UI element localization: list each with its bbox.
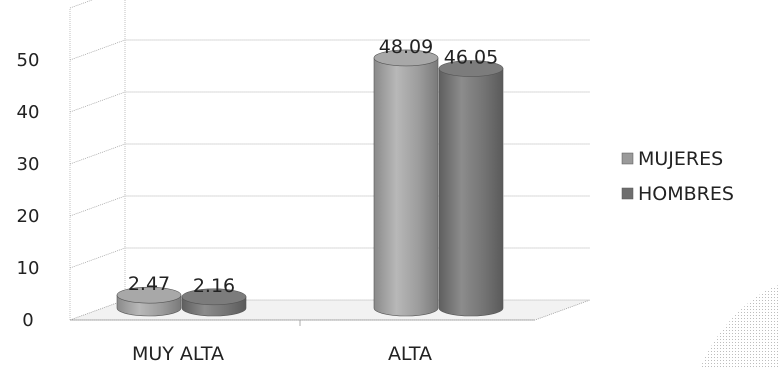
y-tick-label: 40: [17, 102, 40, 123]
bar-top: [116, 286, 182, 304]
data-label: 2.16: [193, 275, 235, 297]
bars: [116, 49, 504, 317]
gridline: [69, 143, 590, 165]
data-labels: 2.47 2.16 48.09 46.05: [128, 36, 498, 297]
data-label: 46.05: [444, 47, 498, 69]
y-tick-label: 30: [17, 154, 40, 175]
x-category-label: ALTA: [388, 343, 432, 365]
y-axis-tick-labels: 0 10 20 30 40 50: [17, 50, 40, 331]
bar-alta-hombres: [438, 60, 504, 317]
legend-label: HOMBRES: [638, 183, 734, 205]
bar-body: [373, 57, 439, 317]
gridlines: [69, 0, 590, 320]
bar-muy-alta-hombres: [181, 288, 247, 317]
gridline: [69, 0, 94, 9]
y-tick-label: 50: [17, 50, 40, 71]
bar-muy-alta-mujeres: [116, 286, 182, 317]
background-texture: [700, 285, 779, 368]
legend-swatch: [621, 187, 634, 200]
x-axis-category-labels: MUY ALTA ALTA: [132, 343, 432, 365]
gridline: [69, 39, 590, 61]
data-label: 48.09: [379, 36, 433, 58]
bar-top: [181, 288, 247, 306]
bar-top: [438, 60, 504, 77]
legend-swatch: [621, 152, 634, 165]
y-tick-label: 20: [17, 206, 40, 227]
legend-label: MUJERES: [638, 148, 723, 170]
legend: MUJERES HOMBRES: [621, 148, 734, 205]
bar-top: [373, 49, 439, 67]
y-tick-label: 0: [22, 310, 33, 331]
data-label: 2.47: [128, 273, 170, 295]
bar-alta-mujeres: [373, 49, 439, 317]
gridline: [69, 247, 590, 269]
x-category-label: MUY ALTA: [132, 343, 224, 365]
bar-body: [438, 68, 504, 317]
gridline: [69, 195, 590, 217]
gridline: [69, 91, 590, 113]
y-tick-label: 10: [17, 258, 40, 279]
